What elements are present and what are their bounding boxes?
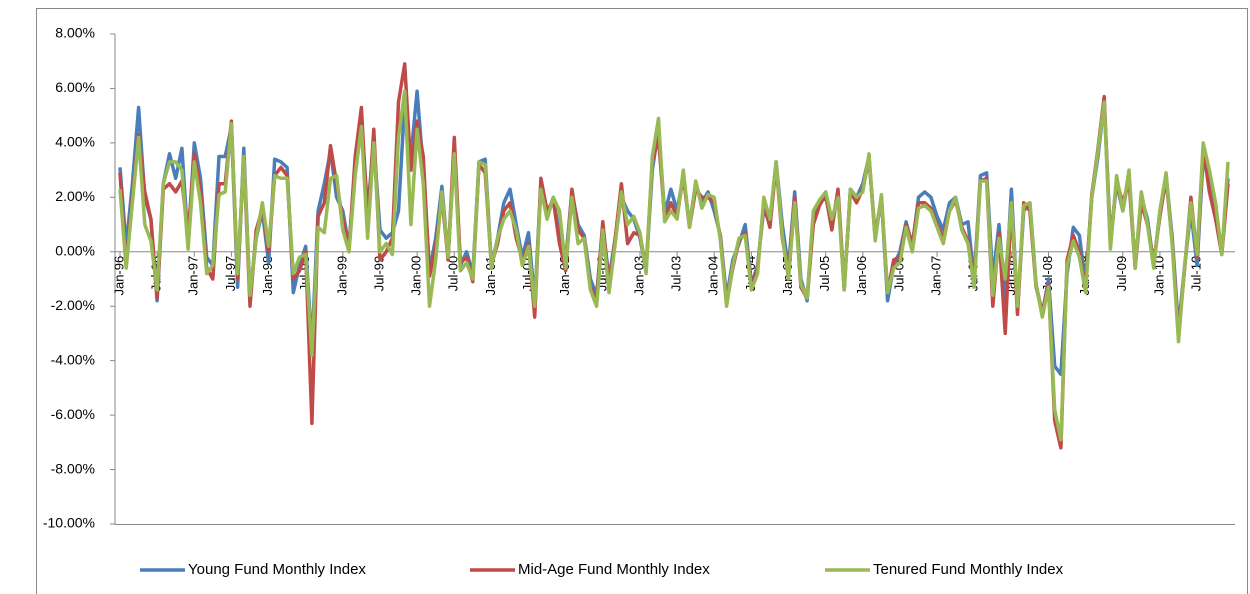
y-tick-label: 4.00% [55,134,95,150]
x-tick-label: Jul-10 [1188,256,1203,291]
x-tick-label: Jan-02 [557,256,572,296]
legend-label: Tenured Fund Monthly Index [873,561,1064,578]
y-tick-label: -4.00% [51,351,95,367]
y-tick-label: -2.00% [51,297,95,313]
y-tick-label: 8.00% [55,25,95,41]
x-tick-label: Jan-01 [483,256,498,296]
y-tick-label: 6.00% [55,79,95,95]
x-tick-label: Jan-96 [111,256,126,296]
x-tick-label: Jul-97 [223,256,238,291]
y-tick-label: 0.00% [55,242,95,258]
x-tick-label: Jan-03 [631,256,646,296]
x-tick-label: Jul-05 [817,256,832,291]
y-tick-label: -10.00% [43,515,95,531]
y-tick-label: 2.00% [55,188,95,204]
legend-label: Young Fund Monthly Index [188,561,366,578]
x-tick-label: Jul-99 [371,256,386,291]
x-tick-label: Jul-08 [1040,256,1055,291]
series-line [118,89,1230,442]
x-tick-label: Jan-00 [409,256,424,296]
x-tick-label: Jan-07 [929,256,944,296]
y-tick-label: -6.00% [51,406,95,422]
x-tick-label: Jan-97 [186,256,201,296]
x-tick-label: Jul-00 [446,256,461,291]
legend-label: Mid-Age Fund Monthly Index [518,561,710,578]
y-tick-label: -8.00% [51,460,95,476]
x-tick-label: Jan-06 [854,256,869,296]
x-tick-label: Jul-03 [669,256,684,291]
x-tick-label: Jan-99 [334,256,349,296]
x-tick-label: Jan-98 [260,256,275,296]
x-tick-label: Jul-09 [1114,256,1129,291]
x-tick-label: Jan-04 [706,256,721,296]
